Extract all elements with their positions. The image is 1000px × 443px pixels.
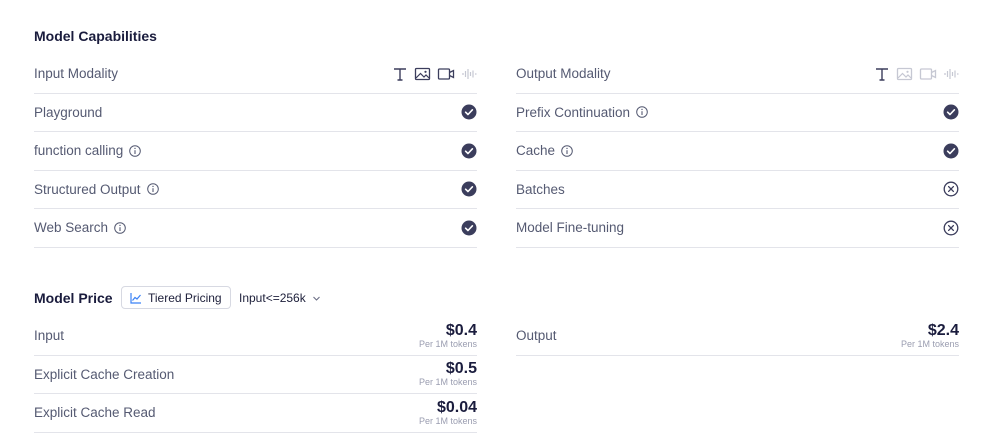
row-label: Prefix Continuation (516, 105, 648, 120)
video-modality-icon (437, 68, 455, 80)
check-icon (461, 104, 477, 120)
capability-row-structured-output: Structured Output (34, 171, 477, 209)
row-label: Model Fine-tuning (516, 220, 624, 235)
price-box: $0.4 Per 1M tokens (418, 321, 477, 349)
capability-row-playground: Playground (34, 94, 477, 132)
tiered-pricing-button[interactable]: Tiered Pricing (121, 286, 231, 309)
check-icon (461, 220, 477, 236)
image-modality-icon (414, 67, 431, 80)
pricing-right-column: Output $2.4 Per 1M tokens (516, 317, 959, 356)
price-unit: Per 1M tokens (418, 415, 477, 426)
text-modality-icon (394, 68, 406, 81)
capability-row-cache: Cache (516, 132, 959, 171)
row-label: Batches (516, 182, 565, 197)
check-icon (943, 104, 959, 120)
row-label-text: Structured Output (34, 181, 141, 197)
pricing-title: Model Price (34, 290, 113, 306)
price-row-output: Output $2.4 Per 1M tokens (516, 317, 959, 356)
row-label-text: Batches (516, 181, 565, 197)
row-label: function calling (34, 143, 142, 159)
price-row-explicit-cache-creation: Explicit Cache Creation $0.5 Per 1M toke… (34, 356, 477, 394)
info-icon[interactable] (636, 106, 648, 119)
price-row-input: Input $0.4 Per 1M tokens (34, 317, 477, 356)
row-label: Explicit Cache Creation (34, 366, 175, 382)
chevron-down-icon (312, 296, 320, 301)
tier-select-value: Input<=256k (239, 291, 306, 305)
row-label: Output (516, 328, 557, 344)
output-modality-row: Output Modality (516, 55, 959, 94)
row-label: Cache (516, 143, 573, 158)
row-label: Output Modality (516, 66, 611, 82)
pricing-left-column: Input $0.4 Per 1M tokens Explicit Cache … (34, 317, 477, 433)
cross-circle-icon (943, 181, 959, 197)
capability-row-web-search: Web Search (34, 209, 477, 248)
input-modalities (392, 66, 477, 82)
price-unit: Per 1M tokens (418, 377, 477, 388)
tiered-pricing-label: Tiered Pricing (148, 290, 222, 305)
row-label-text: Playground (34, 104, 103, 120)
capability-row-prefix-continuation: Prefix Continuation (516, 94, 959, 132)
check-icon (461, 181, 477, 197)
price-box: $0.04 Per 1M tokens (418, 398, 477, 426)
capability-row-model-fine-tuning: Model Fine-tuning (516, 209, 959, 248)
capabilities-title: Model Capabilities (34, 28, 157, 44)
row-label: Explicit Cache Read (34, 405, 156, 421)
row-label-text: Model Fine-tuning (516, 220, 625, 236)
tier-select[interactable]: Input<=256k (239, 289, 321, 307)
info-icon[interactable] (146, 183, 159, 196)
row-label: Playground (34, 105, 102, 120)
output-modalities (874, 66, 959, 82)
row-label: Structured Output (34, 182, 159, 197)
row-label: Input Modality (34, 66, 119, 82)
price-value: $0.4 (445, 321, 477, 339)
row-label: Web Search (34, 220, 126, 235)
cross-circle-icon (943, 220, 959, 236)
price-unit: Per 1M tokens (418, 338, 477, 349)
price-unit: Per 1M tokens (900, 338, 959, 349)
capability-row-batches: Batches (516, 171, 959, 209)
price-box: $2.4 Per 1M tokens (900, 321, 959, 349)
video-modality-icon (919, 68, 937, 80)
price-value: $0.04 (436, 398, 477, 416)
row-label-text: function calling (34, 143, 124, 159)
audio-modality-icon (944, 68, 959, 79)
info-icon[interactable] (129, 144, 142, 157)
row-label-text: Web Search (34, 220, 109, 236)
check-icon (461, 143, 477, 159)
row-label: Input (34, 328, 65, 344)
input-modality-row: Input Modality (34, 55, 477, 94)
text-modality-icon (876, 68, 888, 81)
price-value: $2.4 (927, 321, 959, 339)
capability-row-function-calling: function calling (34, 132, 477, 171)
check-icon (943, 143, 959, 159)
capabilities-right-column: Output Modality Prefix Continuation Cach… (516, 55, 959, 248)
row-label-text: Prefix Continuation (516, 104, 631, 120)
info-icon[interactable] (114, 221, 126, 234)
capabilities-left-column: Input Modality Playground function calli… (34, 55, 477, 248)
price-box: $0.5 Per 1M tokens (419, 361, 477, 387)
image-modality-icon (896, 67, 913, 80)
info-icon[interactable] (561, 144, 573, 157)
line-chart-icon (130, 292, 141, 304)
price-row-explicit-cache-read: Explicit Cache Read $0.04 Per 1M tokens (34, 394, 477, 433)
row-label-text: Cache (516, 143, 556, 159)
audio-modality-icon (462, 68, 477, 79)
price-value: $0.5 (445, 360, 477, 378)
